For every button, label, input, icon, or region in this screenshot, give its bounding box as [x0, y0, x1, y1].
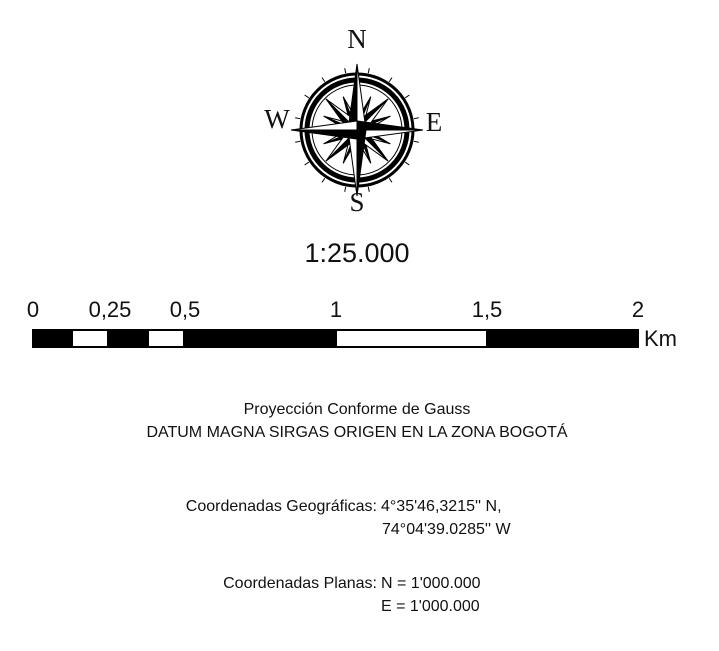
scale-segment	[148, 330, 184, 347]
ring-tick	[345, 187, 346, 192]
scale-segment	[33, 330, 72, 347]
plane-north: N = 1'000.000	[381, 575, 481, 592]
ring-tick	[368, 187, 369, 192]
scale-ratio: 1:25.000	[304, 238, 409, 268]
scale-label: 1,5	[472, 297, 503, 322]
scale-unit: Km	[644, 326, 677, 351]
scale-bar: 0 0,25 0,5 1 1,5 2	[27, 297, 644, 347]
ring-tick	[405, 95, 409, 98]
west-label: W	[264, 104, 290, 134]
scale-segment	[487, 330, 638, 347]
datum-line: DATUM MAGNA SIRGAS ORIGEN EN LA ZONA BOG…	[146, 422, 567, 441]
plane-label: Coordenadas Planas:	[223, 575, 377, 592]
compass-rose	[291, 64, 423, 196]
north-label: N	[347, 24, 367, 54]
ring-tick	[345, 68, 346, 73]
ring-tick	[405, 162, 409, 165]
ring-tick	[322, 78, 325, 82]
scale-segment	[72, 330, 108, 347]
ring-tick	[414, 141, 419, 142]
ring-tick	[389, 178, 392, 182]
plane-east: E = 1'000.000	[381, 598, 480, 615]
scale-label: 2	[632, 297, 644, 322]
scale-segment	[184, 330, 336, 347]
east-label: E	[426, 107, 443, 137]
ring-tick	[368, 68, 369, 73]
geo-label: Coordenadas Geográficas:	[186, 498, 377, 515]
south-label: S	[349, 187, 364, 217]
ring-tick	[295, 118, 300, 119]
map-legend: N S W E 1:25.000 0 0,25 0,5 1 1,5 2 Km Proyec…	[0, 0, 719, 646]
scale-label: 1	[330, 297, 342, 322]
scale-label: 0	[27, 297, 39, 322]
ring-tick	[389, 78, 392, 82]
geo-lon: 74°04'39.0285'' W	[382, 521, 511, 538]
scale-segment	[108, 330, 148, 347]
ring-tick	[322, 178, 325, 182]
geo-lat: 4°35'46,3215'' N,	[381, 498, 502, 515]
ring-tick	[295, 141, 300, 142]
page: {"compass": {"north": "N", "south": "S",…	[0, 0, 719, 646]
projection-line: Proyección Conforme de Gauss	[244, 401, 471, 418]
ring-tick	[305, 95, 309, 98]
scale-label: 0,5	[170, 297, 201, 322]
scale-label: 0,25	[89, 297, 132, 322]
scale-segment	[336, 330, 487, 347]
ring-tick	[414, 118, 419, 119]
ring-tick	[305, 162, 309, 165]
